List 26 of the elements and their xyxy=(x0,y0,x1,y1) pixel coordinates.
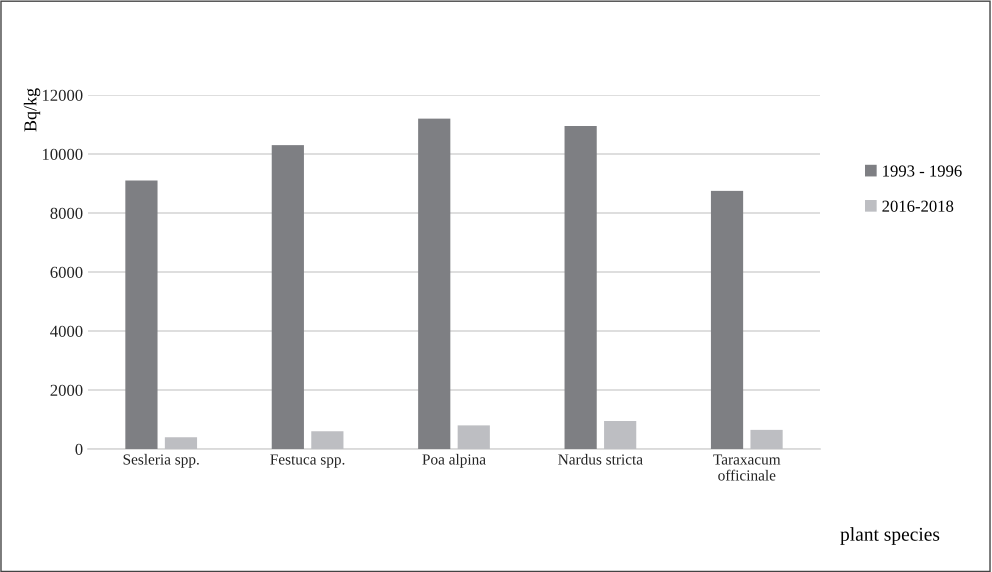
y-tick-label: 6000 xyxy=(50,266,83,278)
bar xyxy=(458,425,490,449)
x-tick-label: Sesleria spp. xyxy=(124,454,199,468)
legend-label: 2016-2018 xyxy=(882,200,954,212)
bar xyxy=(272,145,304,449)
bar xyxy=(125,180,158,449)
x-axis-title: plant species xyxy=(840,527,940,545)
x-tick-label: Nardus stricta xyxy=(558,454,643,465)
bar xyxy=(418,118,450,449)
legend-label: 1993 - 1996 xyxy=(883,165,962,177)
x-tick-label: Festuca spp. xyxy=(270,454,344,468)
y-tick-label: 10000 xyxy=(42,148,83,160)
bar xyxy=(164,437,198,449)
bar xyxy=(311,431,344,449)
y-tick-label: 4000 xyxy=(50,326,83,337)
y-tick-label: 0 xyxy=(75,444,83,455)
x-tick-label: Taraxacum officinale xyxy=(713,454,780,481)
bar xyxy=(564,126,597,449)
bar xyxy=(710,190,744,449)
bar xyxy=(750,430,783,449)
x-tick-label: Poa alpina xyxy=(422,454,486,468)
y-tick-label: 12000 xyxy=(42,90,83,101)
y-axis-title: Bq/kg xyxy=(24,88,40,132)
bar xyxy=(604,420,636,449)
y-tick-label: 8000 xyxy=(50,208,83,219)
y-tick-label: 2000 xyxy=(50,384,83,396)
